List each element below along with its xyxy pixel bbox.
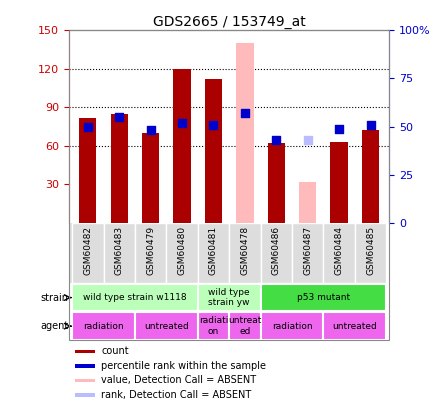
Bar — [75, 393, 95, 397]
Bar — [198, 312, 229, 340]
Text: GSM60483: GSM60483 — [115, 226, 124, 275]
Bar — [72, 312, 135, 340]
Bar — [111, 114, 128, 223]
Text: rank, Detection Call = ABSENT: rank, Detection Call = ABSENT — [101, 390, 251, 400]
Title: GDS2665 / 153749_at: GDS2665 / 153749_at — [153, 15, 306, 29]
Bar — [166, 223, 198, 283]
Text: radiati
on: radiati on — [199, 316, 228, 336]
Text: GSM60479: GSM60479 — [146, 226, 155, 275]
Text: percentile rank within the sample: percentile rank within the sample — [101, 361, 266, 371]
Bar — [205, 79, 222, 223]
Text: count: count — [101, 346, 129, 356]
Bar — [135, 223, 166, 283]
Text: strain: strain — [40, 292, 69, 303]
Text: GSM60485: GSM60485 — [366, 226, 375, 275]
Bar — [362, 130, 379, 223]
Text: wild type
strain yw: wild type strain yw — [208, 288, 250, 307]
Bar — [174, 69, 191, 223]
Text: untreated: untreated — [144, 322, 189, 330]
Point — [147, 127, 154, 134]
Bar — [135, 312, 198, 340]
Bar — [75, 364, 95, 368]
Point — [178, 119, 186, 126]
Bar — [229, 223, 261, 283]
Bar — [355, 223, 386, 283]
Point — [241, 110, 248, 116]
Text: agent: agent — [40, 321, 69, 331]
Bar — [142, 133, 159, 223]
Text: GSM60480: GSM60480 — [178, 226, 186, 275]
Text: wild type strain w1118: wild type strain w1118 — [83, 293, 187, 302]
Text: untreat
ed: untreat ed — [228, 316, 262, 336]
Bar — [198, 284, 261, 311]
Bar — [324, 312, 386, 340]
Bar — [261, 223, 292, 283]
Point — [367, 122, 374, 128]
Text: GSM60481: GSM60481 — [209, 226, 218, 275]
Bar — [267, 143, 285, 223]
Bar — [261, 312, 324, 340]
Text: GSM60486: GSM60486 — [272, 226, 281, 275]
Point — [336, 125, 343, 132]
Text: radiation: radiation — [272, 322, 312, 330]
Point — [210, 122, 217, 128]
Text: GSM60487: GSM60487 — [303, 226, 312, 275]
Point — [116, 114, 123, 120]
Bar — [198, 223, 229, 283]
Point — [84, 124, 91, 130]
Bar — [79, 117, 97, 223]
Text: value, Detection Call = ABSENT: value, Detection Call = ABSENT — [101, 375, 256, 386]
Bar — [324, 223, 355, 283]
Bar — [75, 350, 95, 353]
Bar — [104, 223, 135, 283]
Text: untreated: untreated — [332, 322, 377, 330]
Bar — [72, 223, 104, 283]
Point — [273, 137, 280, 143]
Bar — [75, 379, 95, 382]
Bar — [299, 182, 316, 223]
Point — [304, 137, 311, 143]
Bar — [236, 43, 254, 223]
Text: p53 mutant: p53 mutant — [297, 293, 350, 302]
Bar — [72, 284, 198, 311]
Bar — [261, 284, 386, 311]
Text: GSM60478: GSM60478 — [240, 226, 249, 275]
Bar — [229, 312, 261, 340]
Bar — [292, 223, 324, 283]
Bar — [331, 142, 348, 223]
Text: radiation: radiation — [83, 322, 124, 330]
Text: GSM60482: GSM60482 — [83, 226, 92, 275]
Text: GSM60484: GSM60484 — [335, 226, 344, 275]
